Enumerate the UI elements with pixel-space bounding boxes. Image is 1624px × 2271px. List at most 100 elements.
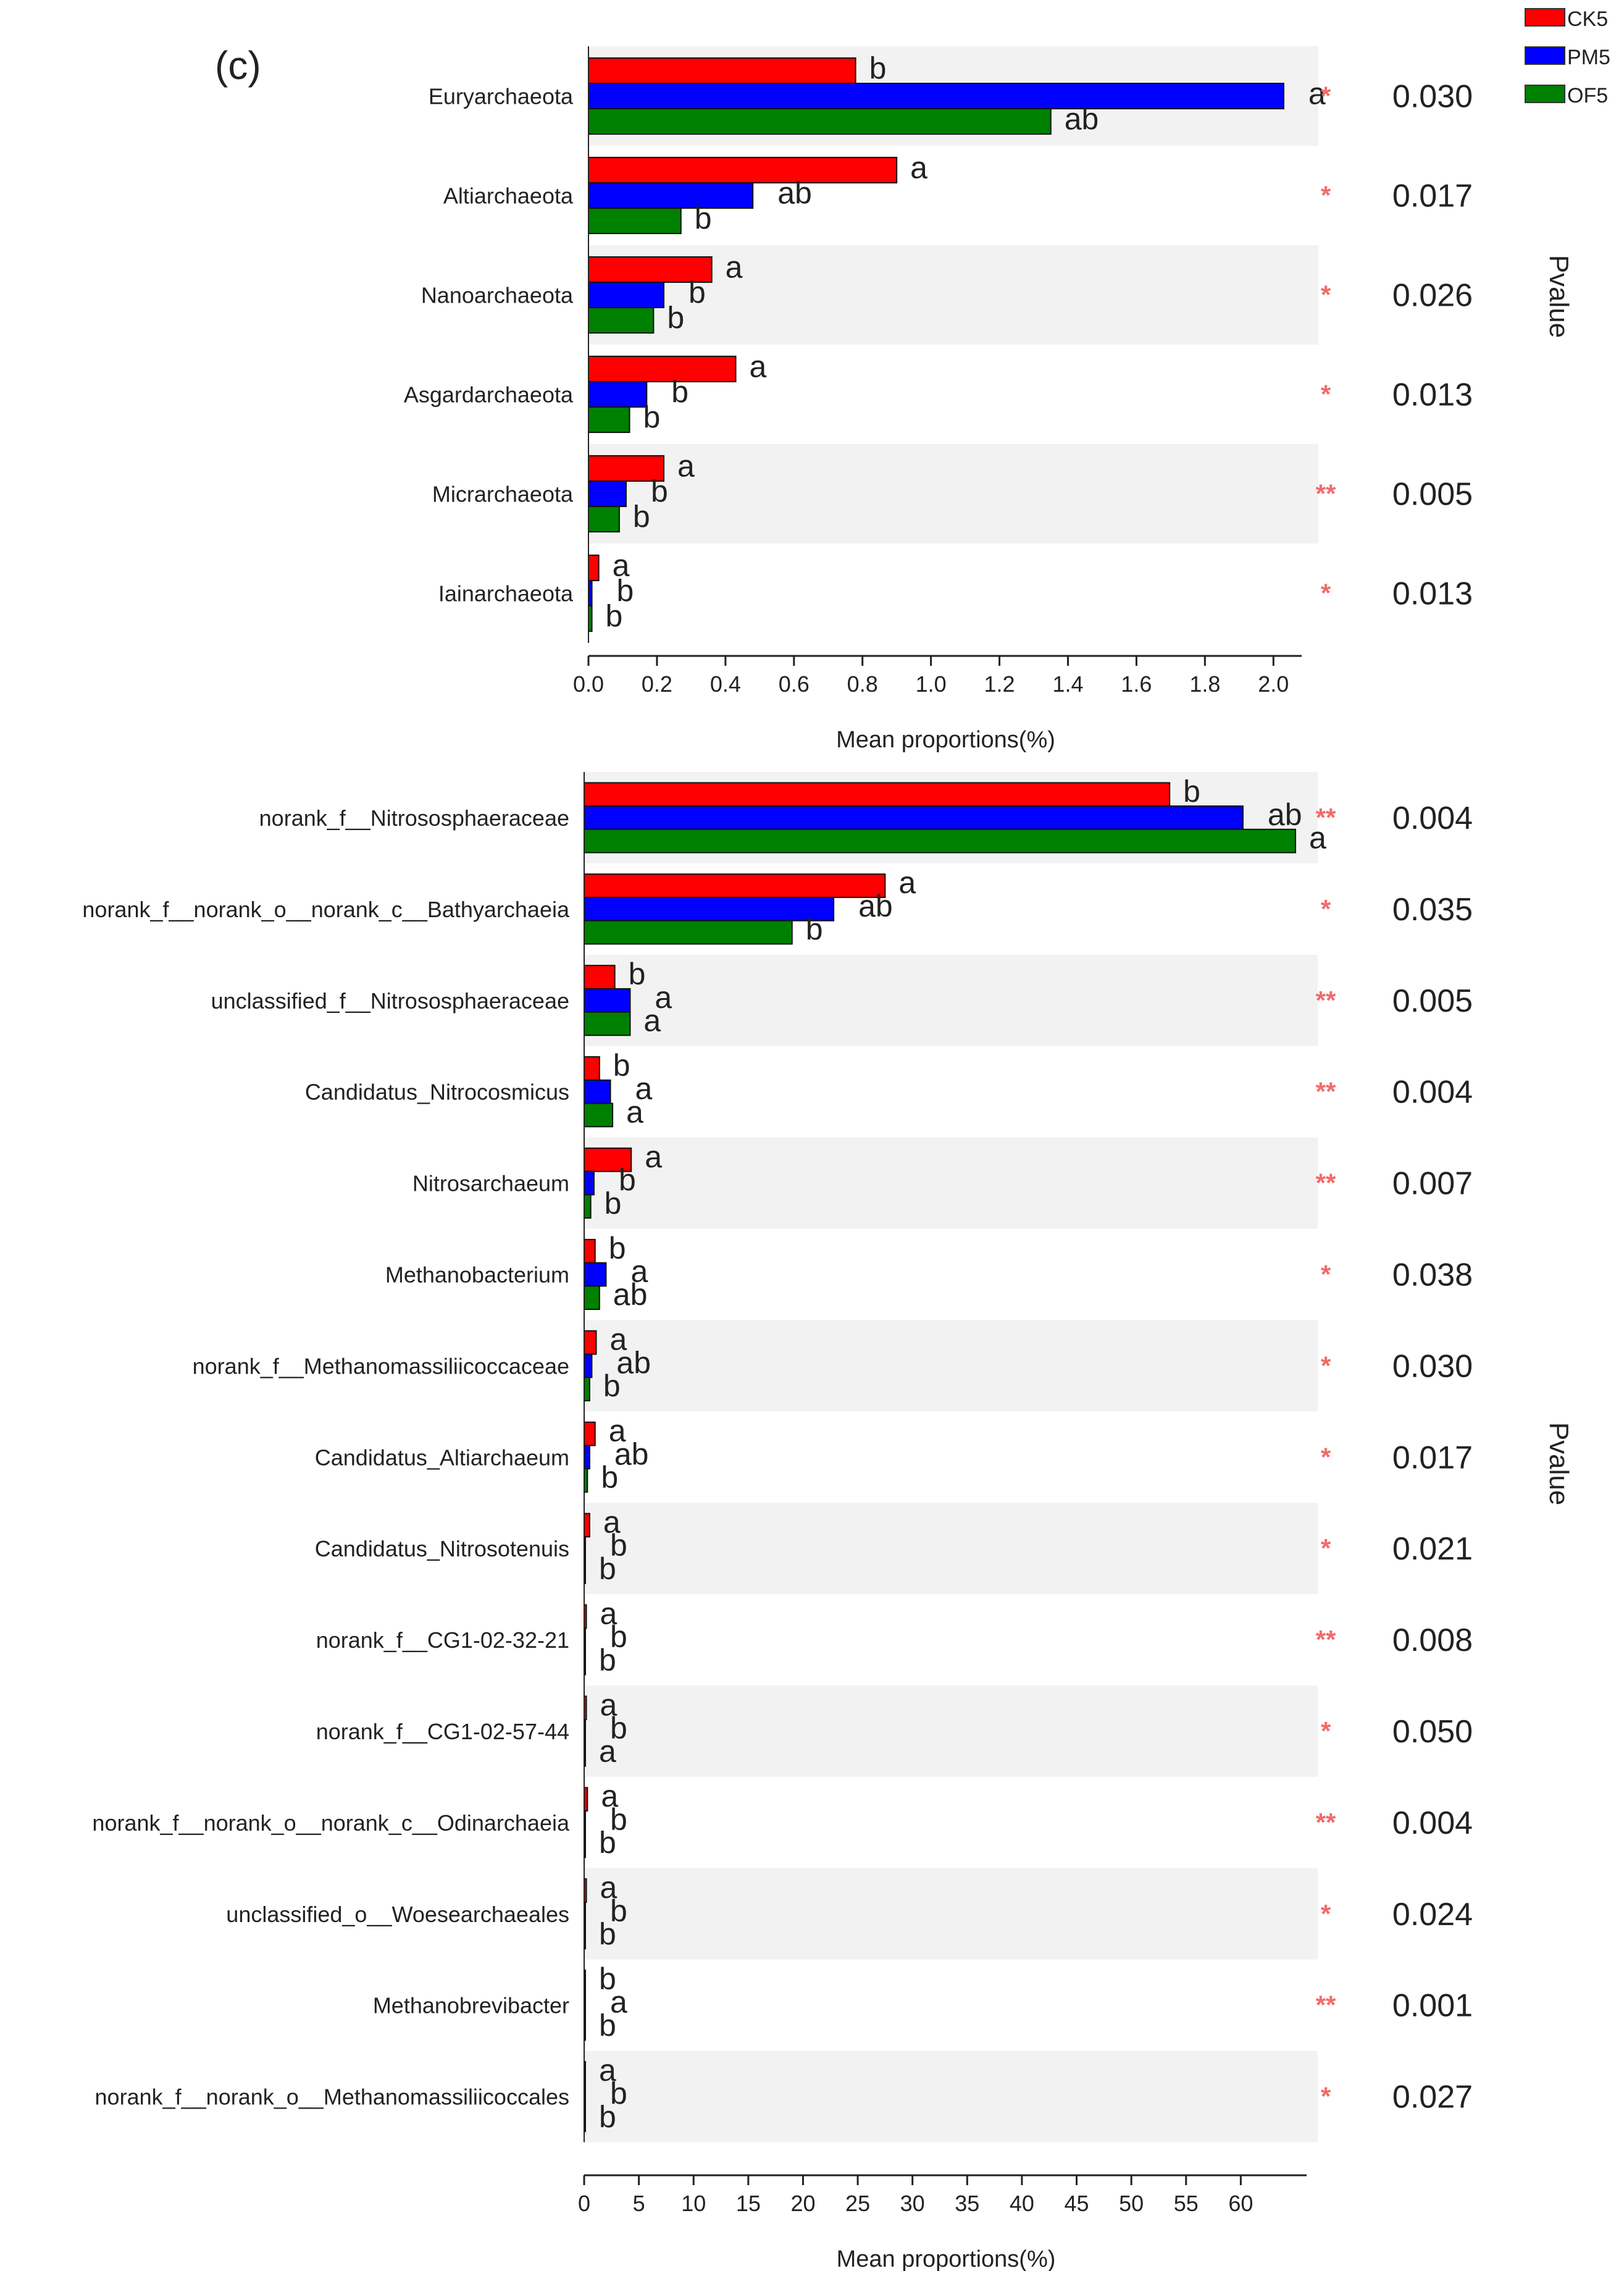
legend: CK5 PM5 OF5 [1525,7,1610,107]
significance-letter: a [599,2053,616,2088]
row-band [584,954,1318,1046]
significance-letter: b [667,301,684,335]
p-value: 0.013 [1392,576,1473,612]
category-label: unclassified_o__Woesearchaeales [226,1902,569,1927]
significance-stars: * [1321,1716,1331,1745]
significance-letter: b [671,375,689,409]
significance-letter: a [600,1596,617,1631]
significance-letter: a [635,1072,653,1106]
category-label: Nitrosarchaeum [412,1171,569,1196]
x-tick-label: 0.6 [779,671,810,697]
significance-letter: b [599,1551,616,1586]
x-tick-label: 1.2 [984,671,1015,697]
x-tick-label: 10 [681,2191,706,2216]
bar-ck5 [584,1513,590,1538]
x-tick-label: 60 [1228,2191,1253,2216]
significance-letter: b [610,1802,627,1837]
significance-stars: * [1321,181,1331,210]
panel-label: (c) [215,43,261,88]
bar-pm5 [584,805,1244,830]
significance-letter: a [910,151,927,185]
pvalue-axis-title: Pvalue [1544,255,1574,338]
x-tick-label: 2.0 [1258,671,1289,697]
p-value: 0.004 [1392,1075,1473,1110]
significance-letter: b [629,957,646,991]
category-label: Candidatus_Altiarchaeum [315,1445,569,1470]
category-label: Candidatus_Nitrosotenuis [315,1536,569,1561]
significance-stars: * [1321,579,1331,608]
significance-letter: a [626,1094,643,1129]
legend-swatch-pm5 [1525,46,1565,65]
bar-pm5 [584,1445,590,1470]
row-band [584,1503,1318,1595]
p-value: 0.024 [1392,1897,1473,1933]
category-label: Altiarchaeota [443,183,574,209]
bar-pm5 [584,1353,593,1379]
significance-letter: a [1309,821,1326,855]
bar-ck5 [584,1056,600,1081]
significance-letter: b [869,51,887,86]
bar-ck5 [588,355,737,382]
significance-letter: a [601,1779,618,1813]
bar-of5 [584,1285,600,1311]
significance-letter: a [599,1734,616,1769]
significance-stars: * [1321,1534,1331,1563]
bar-ck5 [584,782,1171,807]
significance-stars: * [1321,82,1331,111]
significance-stars: * [1321,1899,1331,1928]
significance-letter: b [695,201,712,236]
p-value: 0.038 [1392,1257,1473,1293]
significance-letter: b [1183,774,1200,808]
x-tick-label: 20 [790,2191,815,2216]
significance-letter: b [609,1231,626,1266]
row-band [584,1868,1318,1960]
bar-of5 [584,1102,614,1128]
significance-letter: ab [1065,102,1099,136]
category-label: Methanobacterium [385,1262,569,1287]
x-tick-label: 1.4 [1052,671,1083,697]
significance-letter: a [630,1254,648,1289]
p-value: 0.013 [1392,377,1473,413]
row-band [588,444,1318,544]
x-tick-label: 0.0 [573,671,604,697]
legend-swatch-ck5 [1525,8,1565,27]
p-value: 0.004 [1392,800,1473,836]
category-label: Iainarchaeota [438,581,574,607]
significance-stars: ** [1316,1169,1336,1198]
significance-letter: b [599,2008,616,2042]
category-label: Nanoarchaeota [421,283,574,308]
significance-letter: ab [613,1277,648,1312]
bar-pm5 [584,1079,611,1104]
p-value: 0.004 [1392,1805,1473,1841]
x-tick-label: 40 [1010,2191,1034,2216]
bar-pm5 [588,380,648,408]
category-label: norank_f__CG1-02-32-21 [316,1627,569,1653]
bar-ck5 [584,965,616,989]
x-tick-label: 35 [955,2191,979,2216]
significance-letter: b [610,1711,627,1745]
significance-letter: b [619,1163,636,1198]
significance-stars: * [1321,2082,1331,2111]
legend-swatch-of5 [1525,85,1565,103]
bar-of5 [584,1377,590,1401]
significance-letter: a [603,1505,621,1540]
row-band [584,1137,1318,1229]
x-tick-label: 1.6 [1121,671,1152,697]
significance-letter: b [651,474,668,509]
bar-ck5 [588,554,600,581]
bar-ck5 [588,156,898,183]
legend-label-of5: OF5 [1567,84,1608,107]
significance-letter: b [689,275,706,310]
category-label: unclassified_f__Nitrososphaeraceae [211,988,569,1014]
significance-letter: a [677,449,695,484]
significance-letter: b [605,1186,622,1220]
x-tick-label: 25 [845,2191,870,2216]
significance-stars: ** [1316,1808,1336,1837]
bar-of5 [584,1011,631,1036]
significance-stars: * [1321,894,1331,923]
significance-letter: b [643,400,661,435]
bar-pm5 [588,480,627,508]
bar-pm5 [584,896,835,921]
x-tick-label: 0.2 [642,671,672,697]
